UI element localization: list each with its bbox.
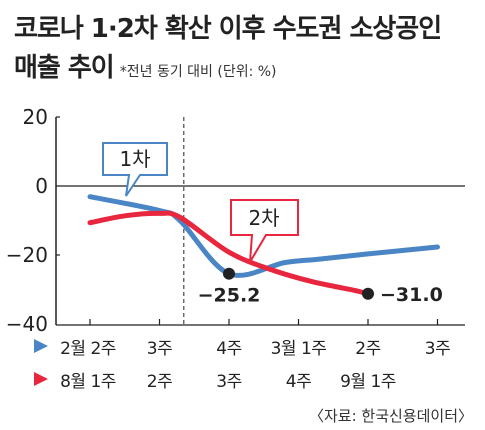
- series-line-1cha: [87, 194, 440, 278]
- x-category-label: 4주: [216, 339, 241, 359]
- series-line-2cha: [87, 210, 371, 297]
- data-label-minus31-0: −31.0: [380, 284, 443, 306]
- x-category-label: 2월 2주: [60, 339, 116, 359]
- data-label-minus25-2: −25.2: [198, 285, 261, 307]
- y-tick-minus40: −40: [6, 312, 48, 336]
- x-category-label: 2주: [355, 339, 380, 359]
- legend-marker-2cha: [34, 372, 48, 386]
- x-category-label: 3주: [216, 372, 241, 392]
- x-category-label: 8월 1주: [60, 372, 116, 392]
- y-tick-0: 0: [35, 174, 48, 198]
- x-category-label: 9월 1주: [340, 372, 396, 392]
- x-category-label: 3주: [147, 339, 172, 359]
- callout-1cha: 1차: [102, 142, 168, 197]
- chart-title-line1: 코로나 1·2차 확산 이후 수도권 소상공인: [14, 14, 442, 44]
- point-marker-2cha-min: [362, 287, 374, 300]
- callout-1cha-label: 1차: [119, 147, 150, 171]
- x-categories-first-wave: 2월 2주 3주 4주 3월 1주 2주 3주: [60, 339, 451, 359]
- chart-title-main: 매출 추이: [14, 53, 115, 83]
- x-category-label: 3주: [425, 339, 450, 359]
- y-tick-20: 20: [23, 105, 48, 129]
- chart-unit-note: *전년 동기 대비 (단위: %): [119, 64, 277, 80]
- x-categories-second-wave: 8월 1주 2주 3주 4주 9월 1주: [60, 372, 396, 392]
- point-marker-1cha-min: [223, 267, 235, 280]
- callout-2cha-label: 2차: [248, 206, 279, 230]
- source-note: 〈자료: 한국신용데이터〉: [309, 407, 473, 425]
- legend-marker-1cha: [34, 339, 48, 353]
- callout-2cha: 2차: [230, 199, 299, 263]
- y-tick-minus20: −20: [6, 243, 48, 267]
- x-category-label: 3월 1주: [271, 339, 327, 359]
- x-category-label: 4주: [286, 372, 311, 392]
- x-ticks: [89, 319, 439, 325]
- x-category-label: 2주: [147, 372, 172, 392]
- chart-title-line2: 매출 추이 *전년 동기 대비 (단위: %): [14, 47, 277, 84]
